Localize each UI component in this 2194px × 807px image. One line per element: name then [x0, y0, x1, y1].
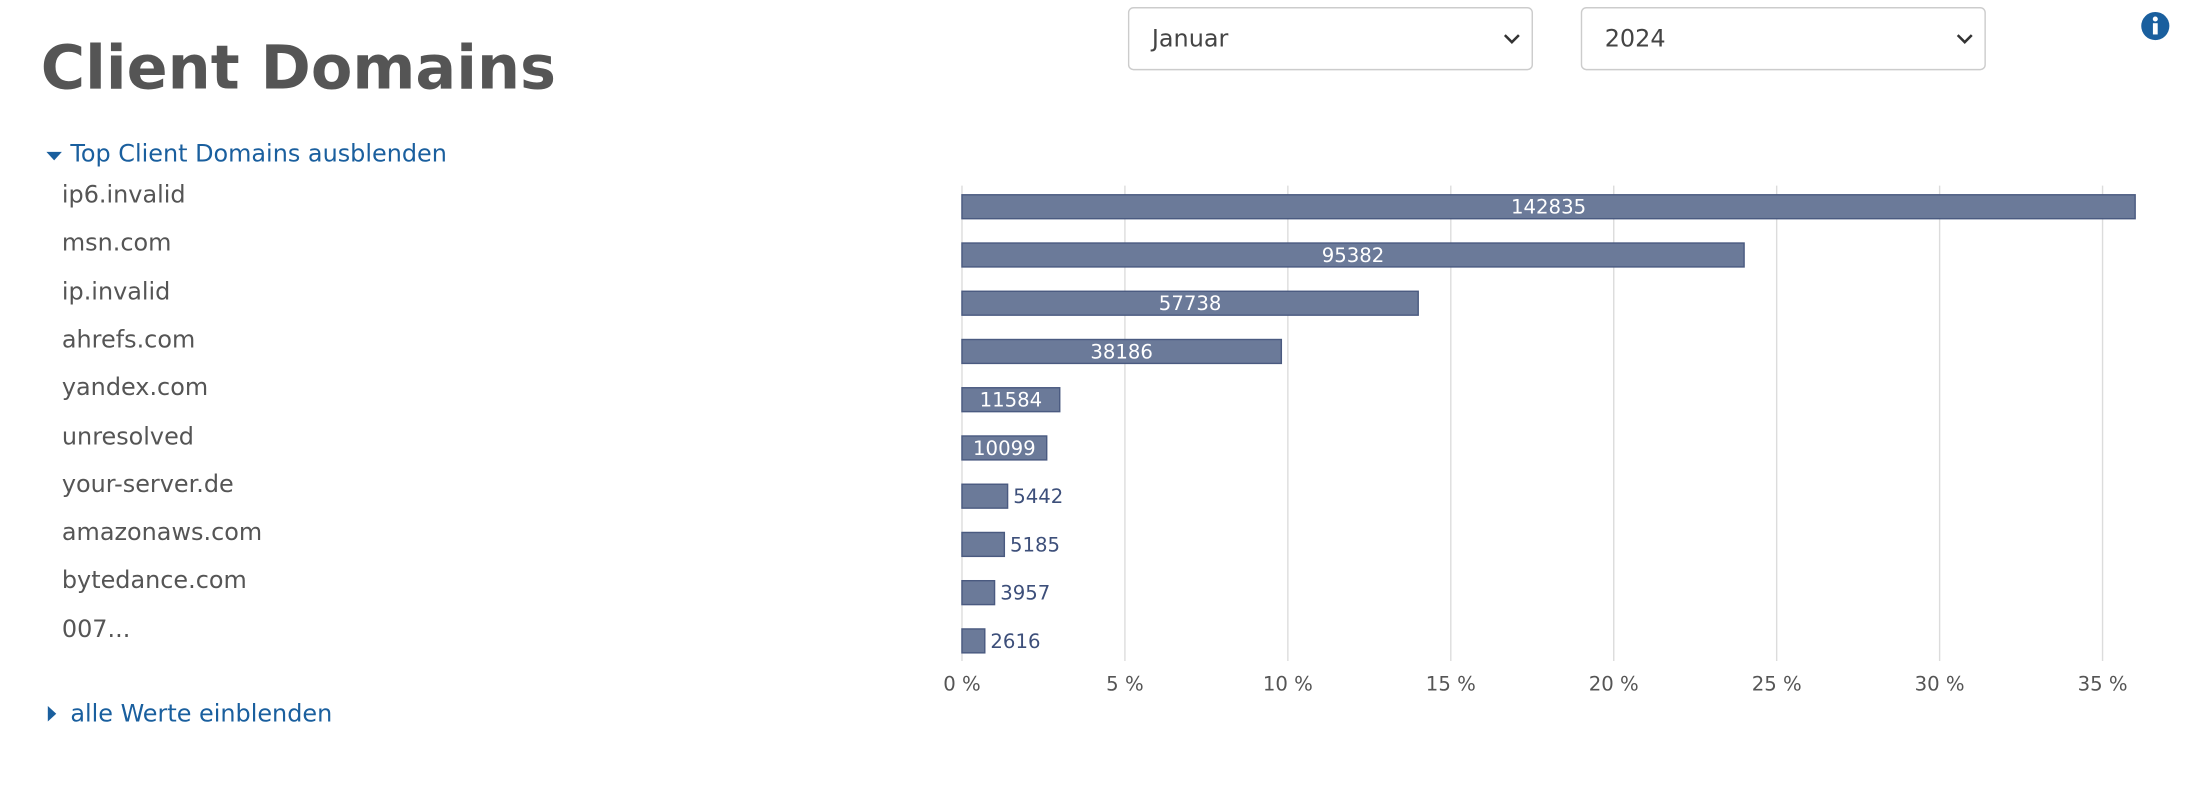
value-label: 142835 [1511, 196, 1586, 219]
domain-label: yandex.com [61, 374, 209, 403]
value-label: 10099 [973, 437, 1036, 460]
value-label: 38186 [1090, 340, 1153, 363]
year-select[interactable]: 2024 [1580, 7, 1986, 71]
show-all-text: alle Werte einblenden [70, 700, 333, 729]
domain-label: unresolved [61, 422, 194, 451]
domain-label: ip6.invalid [61, 181, 186, 210]
domain-label: msn.com [61, 229, 172, 258]
domain-label: ip.invalid [61, 277, 171, 307]
domain-label: amazonaws.com [61, 519, 263, 548]
x-tick-label: 10 % [1263, 672, 1313, 695]
chevron [1503, 34, 1520, 44]
chevron [1956, 34, 1973, 44]
bar [961, 387, 1061, 413]
value-label: 57738 [1159, 292, 1222, 315]
domain-label: ahrefs.com [61, 326, 196, 355]
year-value: 2024 [1604, 25, 1666, 54]
bar [961, 242, 1745, 268]
x-tick-label: 5 % [1106, 672, 1143, 695]
x-tick-label: 35 % [2078, 672, 2128, 695]
toggle-top-link[interactable]: Top Client Domains ausblenden [46, 140, 447, 169]
bar [961, 483, 1009, 509]
x-tick-label: 25 % [1752, 672, 1802, 695]
bar [961, 531, 1006, 558]
value-label: 3957 [1000, 582, 1050, 605]
value-label: 2616 [990, 630, 1040, 653]
value-label: 5185 [1010, 533, 1060, 556]
bar [961, 579, 996, 606]
value-label: 5442 [1013, 485, 1063, 508]
page-title: Client Domains [40, 33, 557, 105]
bar [961, 435, 1048, 461]
domain-label: your-server.de [61, 470, 234, 499]
domain-label: 007... [61, 615, 131, 644]
caret-down [46, 151, 62, 161]
x-tick-label: 30 % [1915, 672, 1965, 695]
x-tick-label: 20 % [1589, 672, 1639, 695]
month-value: Januar [1151, 25, 1229, 54]
x-tick-label: 0 % [943, 672, 980, 695]
bar [961, 338, 1283, 365]
info-icon[interactable] [2141, 11, 2171, 41]
caret-right [47, 706, 57, 722]
bar [961, 194, 2136, 220]
domain-label: bytedance.com [61, 567, 247, 596]
month-select[interactable]: Januar [1127, 7, 1533, 71]
value-label: 11584 [980, 389, 1043, 412]
x-tick-label: 15 % [1426, 672, 1476, 695]
bar [961, 290, 1419, 316]
toggle-text: Top Client Domains ausblenden [70, 140, 447, 169]
bar [961, 628, 986, 654]
value-label: 95382 [1322, 244, 1385, 267]
show-all-link[interactable]: alle Werte einblenden [46, 700, 333, 729]
